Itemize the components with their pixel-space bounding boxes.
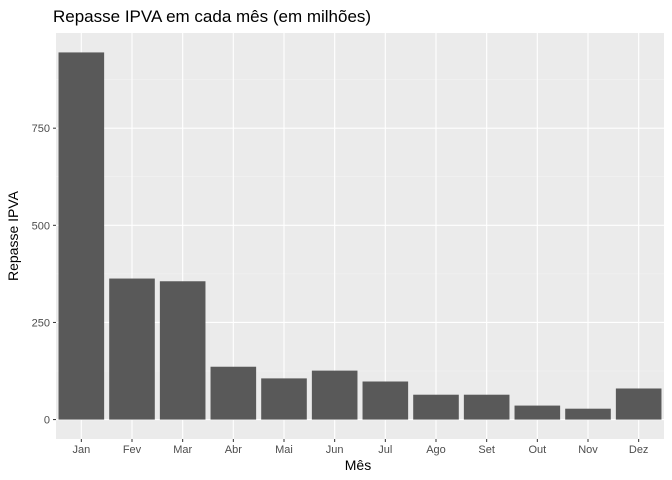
bar-abr [210, 366, 257, 420]
y-axis: 0 250 500 750 [32, 123, 56, 427]
bar-mai [261, 378, 307, 420]
x-tick-label: Set [478, 444, 495, 456]
bar-mar [159, 281, 206, 420]
bar-ago [413, 394, 459, 420]
x-tick-label: Nov [578, 444, 598, 456]
bar-jul [362, 381, 409, 420]
x-axis-title: Mês [345, 457, 371, 473]
x-tick-label: Abr [225, 444, 242, 456]
y-tick-label: 750 [32, 123, 50, 135]
x-tick-label: Mar [173, 444, 192, 456]
bars-group [58, 52, 662, 420]
y-tick-label: 0 [44, 415, 50, 427]
bar-set [463, 394, 510, 420]
y-tick-label: 500 [32, 220, 50, 232]
x-tick-label: Out [528, 444, 546, 456]
x-tick-label: Dez [629, 444, 649, 456]
x-tick-label: Jan [72, 444, 90, 456]
bar-fev [109, 278, 155, 420]
x-tick-label: Ago [426, 444, 446, 456]
bar-jan [58, 52, 105, 420]
major-gridlines [56, 33, 664, 439]
x-tick-label: Mai [275, 444, 293, 456]
bar-nov [565, 408, 611, 420]
x-axis: Jan Fev Mar Abr Mai Jun Jul Ago Set Out Nov Dez [72, 439, 648, 456]
bar-out [514, 405, 561, 420]
bar-jun [311, 370, 358, 420]
minor-gridlines [56, 79, 664, 372]
plot-panel [56, 33, 664, 439]
x-tick-label: Jul [378, 444, 392, 456]
bar-dez [615, 388, 662, 420]
chart-title: Repasse IPVA em cada mês (em milhões) [53, 7, 371, 26]
y-axis-title: Repasse IPVA [5, 190, 21, 281]
y-tick-label: 250 [32, 317, 50, 329]
x-tick-label: Jun [326, 444, 344, 456]
x-tick-label: Fev [123, 444, 142, 456]
